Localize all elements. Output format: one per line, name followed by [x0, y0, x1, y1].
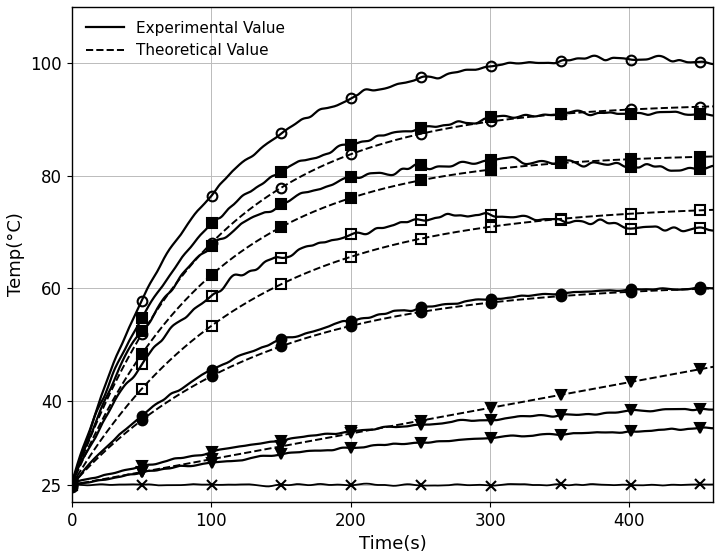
Legend: Experimental Value, Theoretical Value: Experimental Value, Theoretical Value	[79, 15, 291, 64]
Y-axis label: Temp(°C): Temp(°C)	[7, 212, 25, 296]
X-axis label: Time(s): Time(s)	[359, 535, 426, 553]
